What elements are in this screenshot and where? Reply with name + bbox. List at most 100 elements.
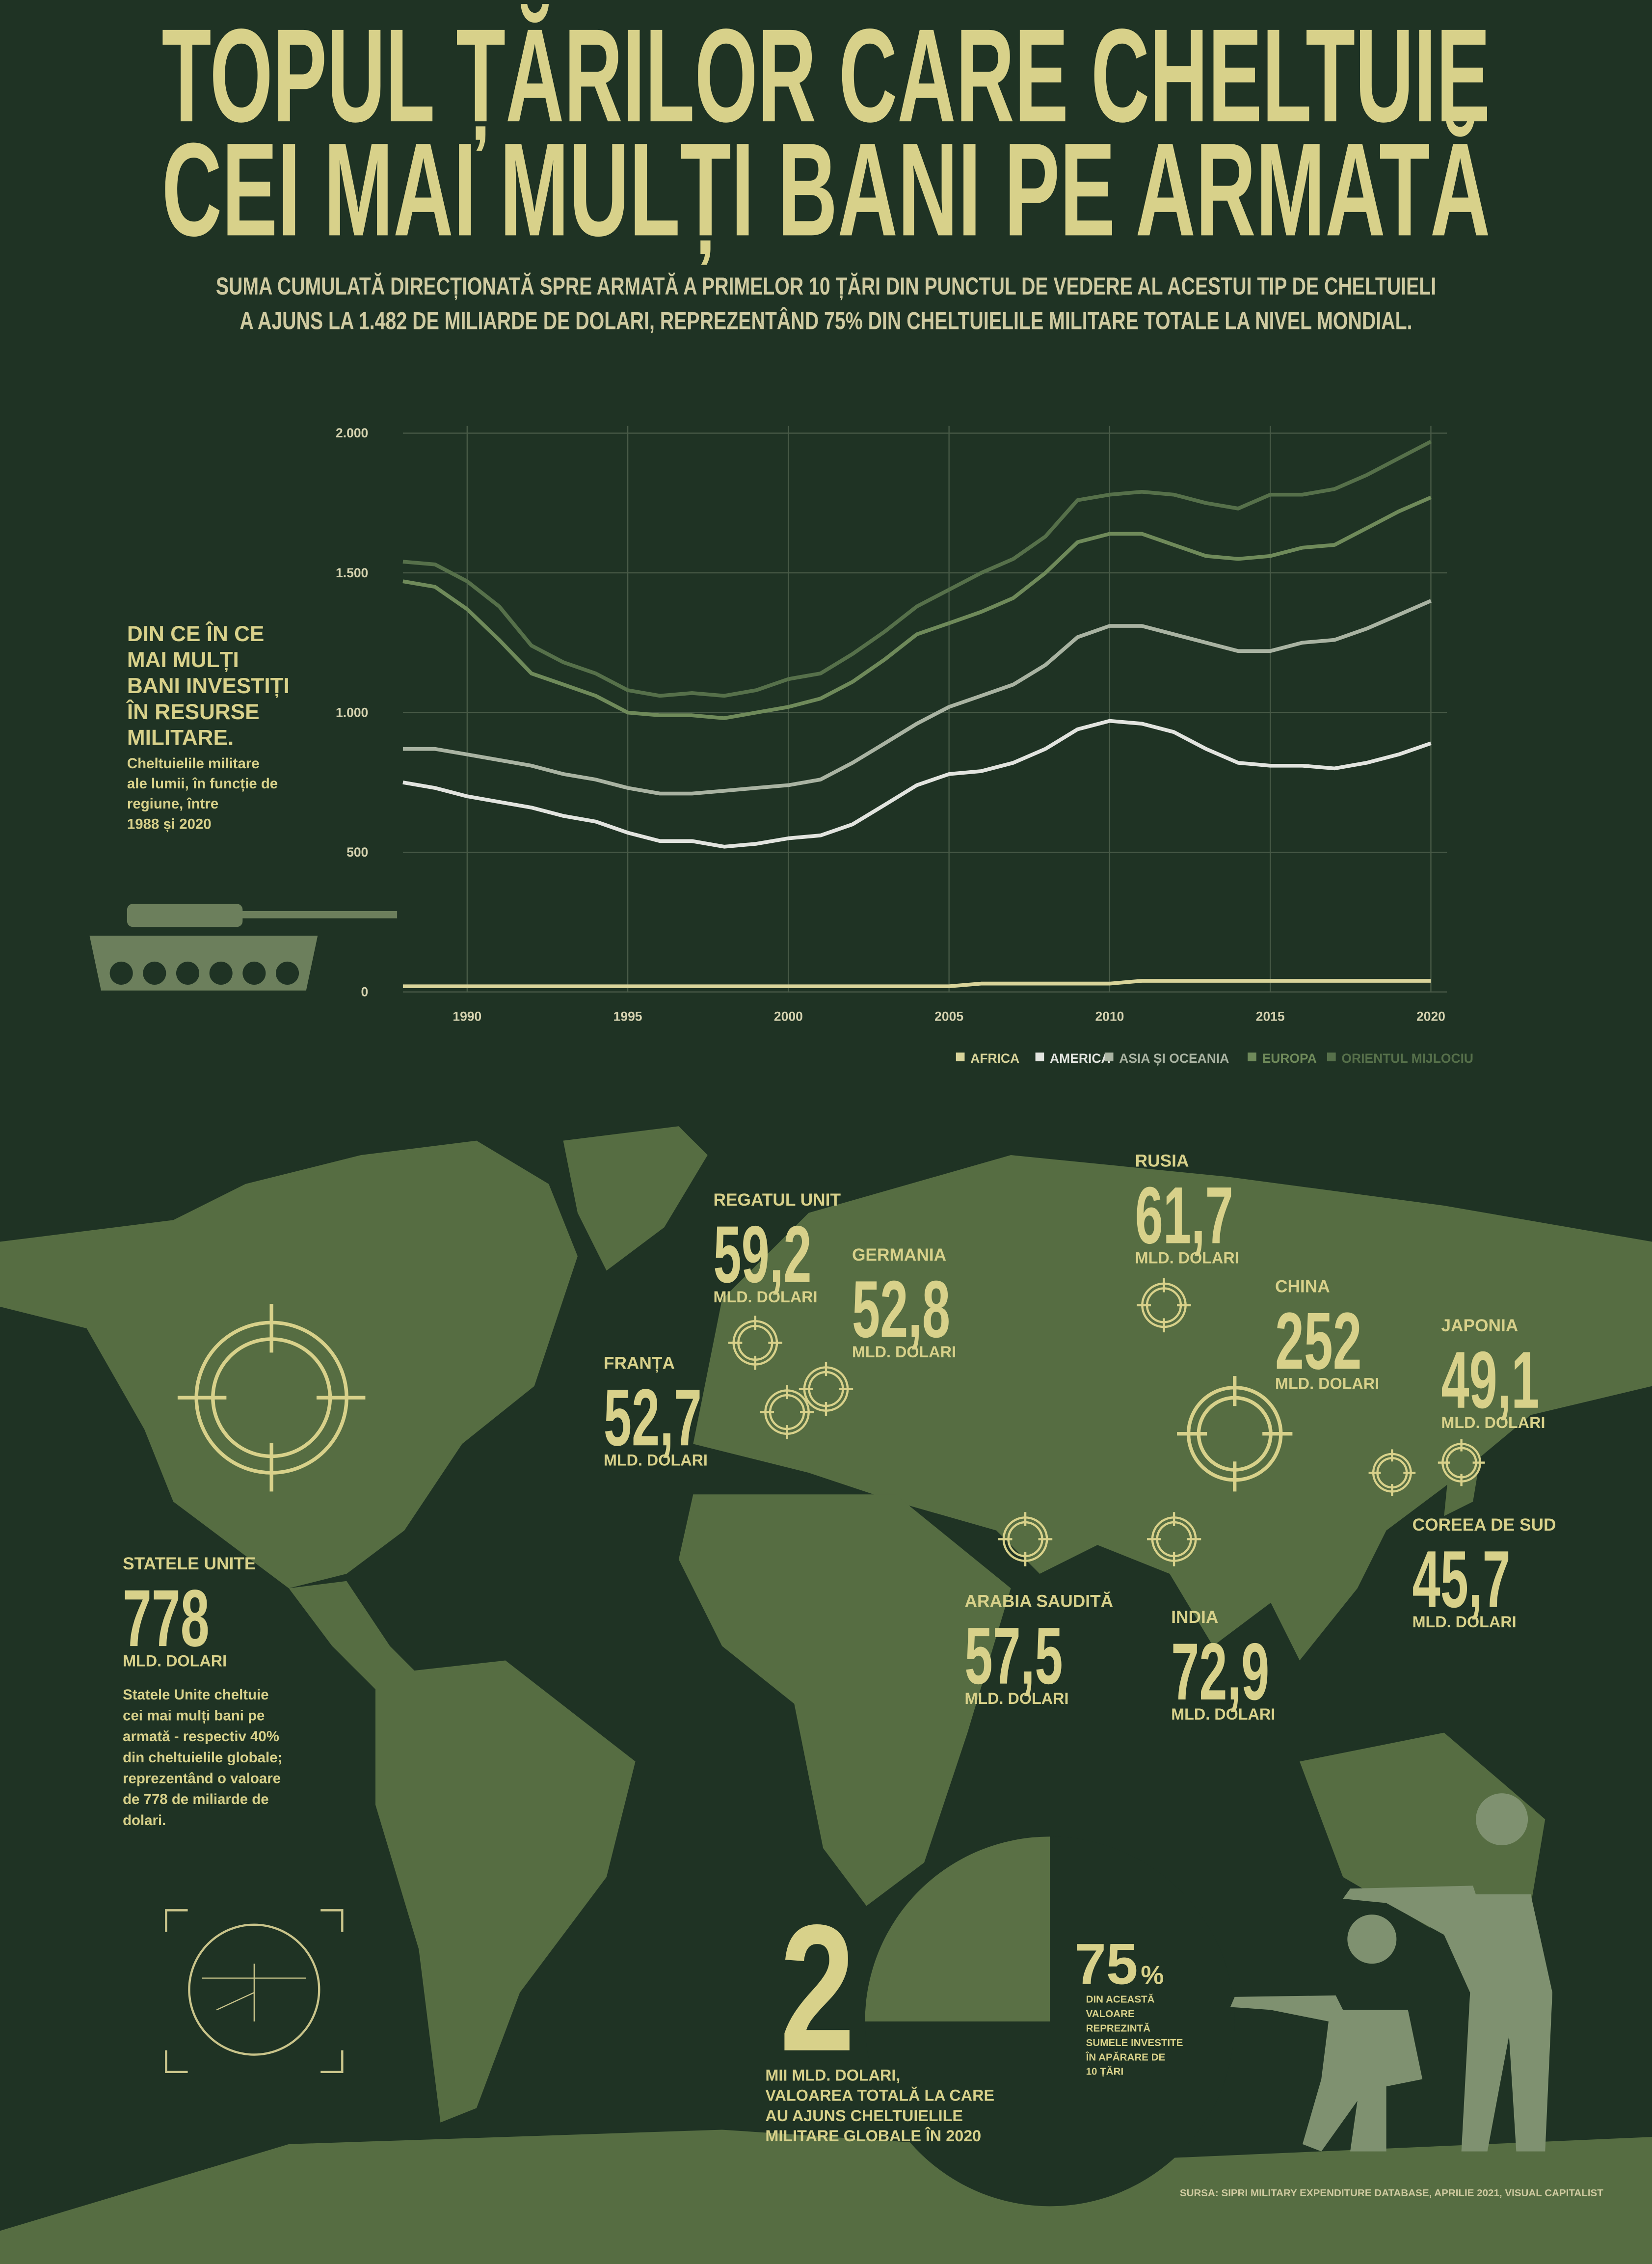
subtitle: A AJUNS LA 1.482 DE MILIARDE DE DOLARI, … <box>240 307 1412 335</box>
crosshair <box>1137 1278 1191 1333</box>
scope <box>165 1909 344 2074</box>
legend-label: EUROPA <box>1262 1051 1317 1066</box>
crosshair-ticks <box>728 1316 782 1370</box>
series-line <box>402 719 1432 849</box>
country-value: 45,7 <box>1412 1534 1511 1624</box>
title: CEI MAI MULȚI BANI PE ARMATĂ <box>162 115 1491 266</box>
x-tick-label: 1990 <box>453 1009 481 1024</box>
world-map <box>0 1126 1652 2264</box>
country-value: 57,5 <box>964 1611 1063 1701</box>
crosshair <box>1146 1512 1201 1566</box>
country-name: ARABIA SAUDITĂ <box>964 1592 1113 1611</box>
pie-share <box>865 1836 1050 2021</box>
us-note: de 778 de miliarde de <box>123 1791 269 1807</box>
country-name: COREEA DE SUD <box>1412 1515 1556 1535</box>
crosshair <box>1368 1449 1416 1496</box>
y-tick-label: 2.000 <box>336 426 368 440</box>
scope-brackets <box>165 1909 344 2074</box>
scope-ring <box>188 1923 320 2056</box>
country-value: 59,2 <box>714 1209 812 1299</box>
intro-text: ale lumii, în funcție de <box>127 776 278 792</box>
x-tick-label: 1995 <box>613 1009 642 1024</box>
soldiers <box>1230 1793 1552 2152</box>
crosshair <box>1438 1439 1485 1486</box>
crosshair <box>177 1304 366 1492</box>
crosshair-ticks <box>1368 1449 1416 1496</box>
legend-label: AFRICA <box>970 1051 1019 1066</box>
total-text: AU AJUNS CHELTUIELILE <box>765 2107 963 2125</box>
us-note: din cheltuielile globale; <box>123 1750 282 1766</box>
series-line <box>402 440 1432 698</box>
y-tick-label: 500 <box>346 845 368 860</box>
country-name: FRANȚA <box>604 1353 675 1373</box>
intro-heading: DIN CE ÎN CE <box>127 621 264 646</box>
central-america <box>289 1581 419 1690</box>
total-text: MILITARE GLOBALE ÎN 2020 <box>765 2127 981 2145</box>
japan <box>1444 1386 1488 1516</box>
intro-heading: MILITARE. <box>127 726 234 750</box>
share-text: DIN ACEASTĂ <box>1086 1994 1155 2005</box>
wheel <box>242 961 266 985</box>
country-value: 61,7 <box>1135 1170 1233 1261</box>
country-name: STATELE UNITE <box>123 1554 256 1573</box>
crosshair-ticks <box>998 1512 1053 1566</box>
share-text: REPREZINTĂ <box>1086 2022 1151 2034</box>
country-unit: MLD. DOLARI <box>1412 1613 1517 1631</box>
y-tick-label: 1.000 <box>336 705 368 720</box>
country-unit: MLD. DOLARI <box>123 1652 227 1670</box>
crosshair-ticks <box>760 1385 814 1439</box>
country-name: JAPONIA <box>1441 1316 1518 1335</box>
legend-label: ORIENTUL MIJLOCIU <box>1341 1051 1473 1066</box>
us-note: cei mai mulți bani pe <box>123 1708 265 1724</box>
south-america <box>375 1660 636 2123</box>
title: TOPUL ȚĂRILOR CARE CHELTUIE <box>162 1 1491 152</box>
intro-heading: ÎN RESURSE <box>126 700 260 724</box>
legend-swatch <box>1327 1052 1336 1061</box>
total-value: 2 <box>780 1887 855 2089</box>
country-unit: MLD. DOLARI <box>604 1451 708 1469</box>
country-unit: MLD. DOLARI <box>1275 1375 1379 1393</box>
intro-text: 1988 și 2020 <box>127 816 212 832</box>
crosshair <box>760 1385 814 1439</box>
us-note: dolari. <box>123 1812 166 1829</box>
legend-swatch <box>1104 1052 1114 1061</box>
country-name: REGATUL UNIT <box>714 1190 841 1210</box>
intro-heading: BANI INVESTIȚI <box>127 674 290 698</box>
wheel <box>209 961 233 985</box>
country-unit: MLD. DOLARI <box>852 1343 956 1361</box>
share-text: VALOARE <box>1086 2008 1135 2020</box>
country-name: GERMANIA <box>852 1245 946 1265</box>
country-name: INDIA <box>1171 1608 1218 1627</box>
country-value: 252 <box>1275 1295 1362 1386</box>
crosshair <box>728 1316 782 1370</box>
crosshair <box>799 1362 853 1416</box>
country-unit: MLD. DOLARI <box>1441 1414 1545 1431</box>
country-value: 72,9 <box>1171 1626 1269 1717</box>
subtitle: SUMA CUMULATĂ DIRECȚIONATĂ SPRE ARMATĂ A… <box>216 272 1436 300</box>
country-value: 52,7 <box>604 1372 702 1462</box>
share-value: 75 <box>1074 1931 1138 1996</box>
wheel <box>143 961 166 985</box>
africa <box>678 1494 1011 1906</box>
x-tick-label: 2000 <box>774 1009 803 1024</box>
crosshair <box>1176 1376 1293 1492</box>
x-tick-label: 2005 <box>934 1009 963 1024</box>
x-tick-label: 2015 <box>1256 1009 1285 1024</box>
australia <box>1300 1732 1545 1928</box>
country-name: RUSIA <box>1135 1152 1189 1171</box>
total-text: VALOAREA TOTALĂ LA CARE <box>765 2086 994 2104</box>
total-text: MII MLD. DOLARI, <box>765 2066 900 2084</box>
legend-swatch <box>956 1052 965 1061</box>
legend-label: AMERICA <box>1050 1051 1111 1066</box>
country-value: 778 <box>123 1573 210 1663</box>
crosshair-ticks <box>1438 1439 1485 1486</box>
share-text: ÎN APĂRARE DE <box>1086 2051 1166 2063</box>
crosshair-ticks <box>799 1362 853 1416</box>
antarctica <box>0 2129 1652 2264</box>
country-unit: MLD. DOLARI <box>964 1690 1068 1707</box>
crosshair-ticks <box>1176 1376 1293 1492</box>
share-symbol: % <box>1141 1961 1164 1990</box>
tank-wheels <box>109 961 299 985</box>
share-text: 10 ȚĂRI <box>1086 2066 1124 2077</box>
